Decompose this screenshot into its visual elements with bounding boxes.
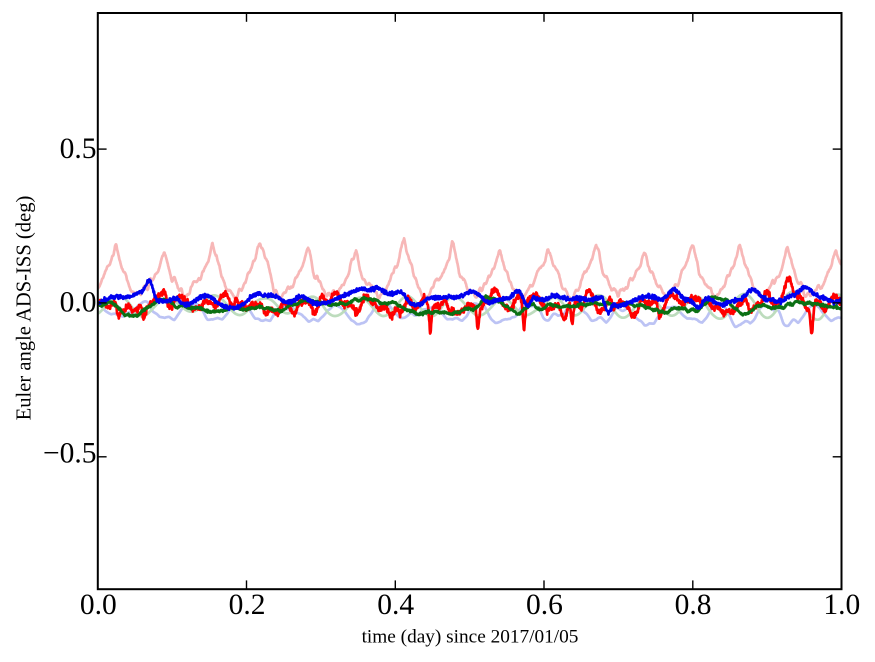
svg-text:0.0: 0.0 bbox=[80, 589, 117, 621]
svg-text:0.2: 0.2 bbox=[229, 589, 266, 621]
svg-text:0.6: 0.6 bbox=[526, 589, 563, 621]
svg-text:0.5: 0.5 bbox=[60, 133, 97, 165]
svg-text:0.4: 0.4 bbox=[377, 589, 414, 621]
svg-text:time (day) since 2017/01/05: time (day) since 2017/01/05 bbox=[362, 627, 579, 648]
svg-text:−0.5: −0.5 bbox=[43, 437, 97, 469]
svg-text:0.8: 0.8 bbox=[675, 589, 712, 621]
svg-text:0.0: 0.0 bbox=[60, 287, 97, 319]
svg-text:Euler angle ADS-ISS (deg): Euler angle ADS-ISS (deg) bbox=[13, 196, 35, 421]
svg-text:1.0: 1.0 bbox=[823, 589, 860, 621]
